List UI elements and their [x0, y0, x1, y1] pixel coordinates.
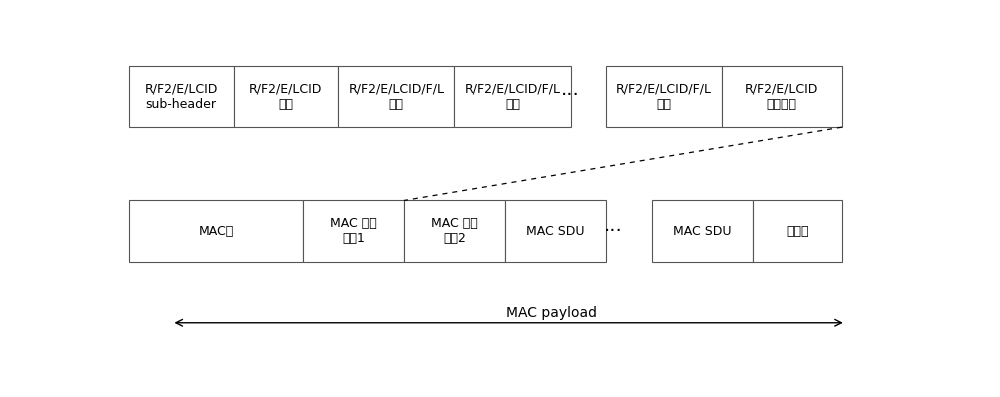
Text: MAC头: MAC头 — [198, 225, 234, 237]
Bar — [303, 200, 404, 262]
Text: R/F2/E/LCID/F/L
子头: R/F2/E/LCID/F/L 子头 — [348, 83, 444, 110]
Text: R/F2/E/LCID
子头: R/F2/E/LCID 子头 — [249, 83, 322, 110]
Text: MAC SDU: MAC SDU — [673, 225, 732, 237]
Text: ···: ··· — [604, 222, 623, 241]
Text: MAC 控制
单元2: MAC 控制 单元2 — [431, 217, 478, 245]
Bar — [722, 66, 842, 127]
Bar — [234, 66, 338, 127]
Bar — [129, 200, 303, 262]
Text: R/F2/E/LCID
sub-header: R/F2/E/LCID sub-header — [144, 83, 218, 110]
Bar — [338, 66, 454, 127]
Bar — [129, 66, 234, 127]
Text: MAC payload: MAC payload — [506, 306, 597, 320]
Text: ···: ··· — [561, 85, 580, 104]
Bar — [606, 66, 722, 127]
Bar — [454, 66, 571, 127]
Text: MAC 控制
单元1: MAC 控制 单元1 — [330, 217, 377, 245]
Text: 填充位: 填充位 — [786, 225, 809, 237]
Bar — [404, 200, 505, 262]
Bar — [505, 200, 606, 262]
Text: R/F2/E/LCID
填充子头: R/F2/E/LCID 填充子头 — [745, 83, 818, 110]
Bar — [652, 200, 753, 262]
Bar — [753, 200, 842, 262]
Text: R/F2/E/LCID/F/L
子头: R/F2/E/LCID/F/L 子头 — [616, 83, 712, 110]
Text: MAC SDU: MAC SDU — [526, 225, 584, 237]
Text: R/F2/E/LCID/F/L
子头: R/F2/E/LCID/F/L 子头 — [464, 83, 560, 110]
